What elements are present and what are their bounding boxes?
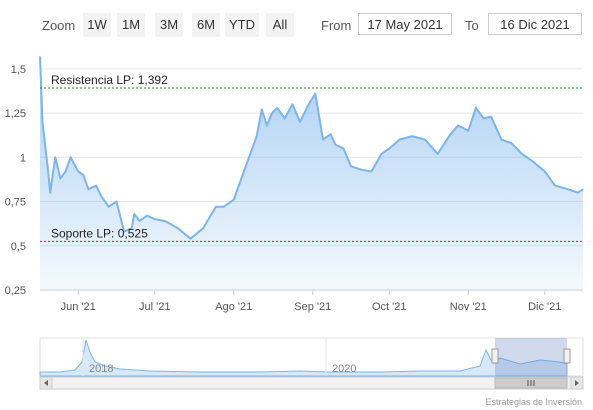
navigator-year-label: 2018 — [89, 363, 113, 375]
x-tick-label: Dic '21 — [528, 301, 561, 313]
zoom-button-all[interactable]: All — [266, 13, 294, 37]
navigator-right-handle[interactable] — [563, 348, 571, 364]
scroll-right-arrow-icon — [575, 380, 579, 386]
zoom-label: Zoom — [42, 18, 76, 33]
from-label: From — [321, 18, 352, 33]
x-tick-label: Oct '21 — [372, 301, 407, 313]
y-tick-label: 1,5 — [11, 64, 26, 76]
y-tick-label: 1,25 — [5, 108, 26, 120]
y-tick-label: 1 — [20, 152, 26, 164]
zoom-button-1m[interactable]: 1M — [117, 13, 145, 37]
y-tick-label: 0,75 — [5, 197, 26, 209]
series-area — [40, 56, 583, 290]
to-label: To — [465, 18, 479, 33]
x-tick-label: Nov '21 — [450, 301, 487, 313]
y-tick-label: 0,25 — [5, 285, 26, 297]
x-tick-label: Jun '21 — [61, 301, 96, 313]
support-label: Soporte LP: 0,525 — [51, 226, 148, 240]
x-tick-label: Jul '21 — [139, 301, 170, 313]
navigator-year-label: 2020 — [332, 363, 356, 375]
y-tick-label: 0,5 — [11, 241, 26, 253]
navigator-selection — [495, 338, 567, 376]
zoom-button-3m[interactable]: 3M — [155, 13, 183, 37]
chart-credit[interactable]: Estrategias de Inversión — [485, 397, 582, 407]
zoom-button-1w[interactable]: 1W — [83, 13, 111, 37]
series-line — [39, 56, 584, 240]
navigator-left-handle[interactable] — [491, 348, 499, 364]
from-date-input[interactable]: 17 May 2021 — [358, 13, 452, 35]
x-tick-label: Ago '21 — [215, 301, 252, 313]
to-date-input[interactable]: 16 Dic 2021 — [488, 13, 582, 35]
zoom-button-6m[interactable]: 6M — [192, 13, 220, 37]
scroll-left-arrow-icon — [44, 380, 48, 386]
resistance-label: Resistencia LP: 1,392 — [51, 73, 168, 87]
navigator-series — [39, 339, 568, 377]
x-tick-label: Sep '21 — [294, 301, 331, 313]
zoom-button-ytd[interactable]: YTD — [225, 13, 259, 37]
